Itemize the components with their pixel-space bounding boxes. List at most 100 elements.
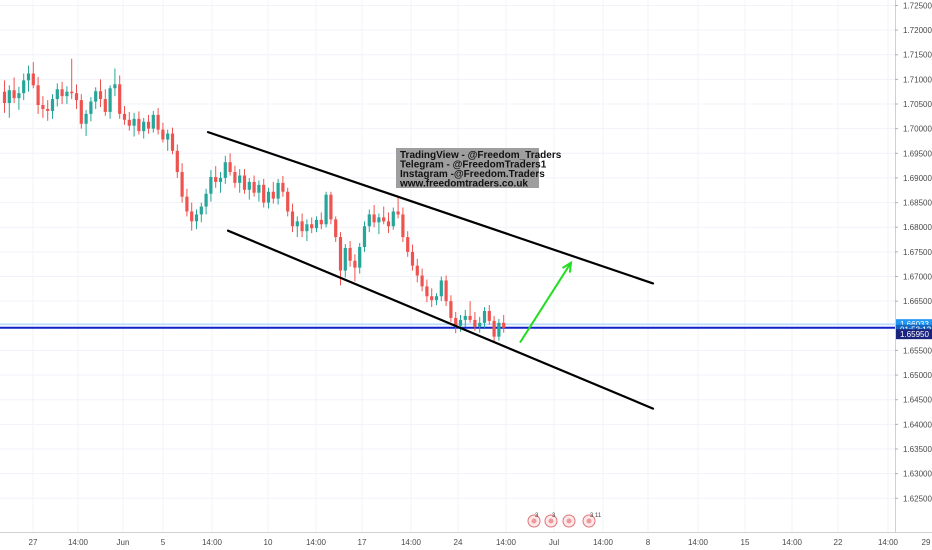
y-tick-label-12: 1.66500: [903, 297, 932, 306]
x-tick-label-17: 22: [834, 538, 843, 547]
candle-body-48: [233, 172, 237, 183]
candle-body-86: [415, 265, 419, 276]
candle-body-90: [434, 296, 439, 301]
y-tick-label-16: 1.64500: [903, 396, 932, 405]
candle-body-57: [276, 182, 280, 199]
candle-body-23: [113, 84, 117, 89]
event-marker-dot-3: [586, 518, 592, 524]
candle-body-101: [487, 311, 491, 321]
x-tick-label-19: 29: [922, 538, 931, 547]
candle-body-35: [170, 133, 175, 151]
x-tick-label-5: 10: [264, 538, 273, 547]
candle-body-15: [74, 93, 79, 101]
candle-body-103: [497, 322, 501, 337]
forecast-arrow-shaft: [519, 262, 572, 344]
event-marker-dot-1: [548, 518, 554, 524]
candle-body-39: [190, 211, 194, 222]
candle-body-16: [79, 100, 83, 124]
candle-body-0: [2, 91, 7, 104]
x-tick-label-6: 14:00: [306, 538, 327, 547]
y-tick-label-4: 1.70500: [903, 100, 932, 109]
candle-body-79: [382, 217, 386, 222]
price-axis[interactable]: 1.72500 1.72000 1.71500 1.71000 1.70500 1.700…: [895, 1, 932, 503]
candle-body-7: [36, 85, 40, 106]
y-tick-label-5: 1.70000: [903, 125, 932, 134]
candle-body-94: [454, 317, 458, 326]
x-tick-label-16: 14:00: [782, 538, 803, 547]
candle-body-40: [194, 214, 199, 222]
candle-body-17: [84, 113, 88, 124]
watermark-line-3: www.freedomtraders.co.uk: [399, 179, 528, 190]
x-tick-label-12: 14:00: [593, 538, 614, 547]
event-marker-label-0: 3: [535, 513, 539, 519]
channel-lower-line: [226, 229, 655, 410]
x-tick-label-8: 14:00: [401, 538, 422, 547]
x-tick-label-4: 14:00: [202, 538, 223, 547]
x-tick-label-2: Jun: [117, 538, 130, 547]
watermark-line-0: TradingView - @Freedom_Traders: [400, 150, 562, 161]
watermark-line-1: Telegram - @FreedomTraders1: [400, 160, 547, 171]
candle-body-64: [310, 224, 314, 229]
candle-body-93: [449, 301, 453, 318]
x-tick-label-13: 8: [646, 538, 651, 547]
x-tick-label-14: 14:00: [688, 538, 709, 547]
candle-body-62: [300, 221, 304, 232]
time-axis[interactable]: 27 14:00 Jun 5 14:00 10 14:00 17 14:00 24 14:00 Jul…: [29, 538, 931, 547]
channel-upper-line: [206, 131, 655, 285]
candle-body-9: [46, 108, 50, 111]
watermark-background: [396, 148, 539, 188]
candle-body-84: [406, 237, 410, 252]
candle-body-71: [343, 247, 347, 271]
price-tag-bg-0: [896, 319, 932, 330]
y-tick-label-20: 1.62500: [903, 494, 932, 503]
candle-body-104: [502, 322, 506, 328]
candle-body-45: [218, 177, 223, 182]
y-tick-label-7: 1.69000: [903, 174, 932, 183]
price-tags: 1.6603301:53:121.65950: [896, 319, 932, 340]
candle-body-68: [329, 194, 333, 220]
x-tick-label-3: 5: [161, 538, 166, 547]
candle-body-1: [7, 90, 11, 104]
candle-body-28: [137, 118, 141, 132]
candle-body-32: [156, 114, 160, 130]
price-tag-bg-2: [896, 329, 932, 340]
y-tick-label-6: 1.69500: [903, 149, 932, 158]
candle-body-34: [166, 133, 170, 140]
forecast-arrow: [519, 260, 573, 344]
x-tick-label-18: 14:00: [878, 538, 899, 547]
candle-body-61: [295, 221, 299, 227]
candle-body-37: [180, 172, 184, 197]
candlestick-series: [2, 58, 506, 343]
candle-body-42: [204, 193, 208, 207]
candle-body-95: [458, 319, 463, 326]
candle-body-97: [468, 315, 472, 320]
candle-body-51: [247, 181, 251, 190]
y-tick-label-2: 1.71500: [903, 51, 932, 60]
candle-body-80: [386, 221, 391, 227]
candle-body-100: [482, 311, 487, 323]
candle-body-98: [473, 319, 477, 327]
candle-body-33: [161, 129, 165, 140]
candle-body-69: [334, 219, 338, 238]
candle-body-58: [281, 182, 285, 192]
candle-body-66: [319, 219, 323, 225]
candle-body-55: [266, 191, 271, 203]
y-tick-label-15: 1.65000: [903, 371, 932, 380]
event-marker-dot-2: [566, 518, 572, 524]
x-tick-label-9: 24: [454, 538, 463, 547]
candle-body-14: [70, 91, 74, 94]
candle-body-91: [439, 280, 443, 297]
x-tick-label-7: 17: [358, 538, 367, 547]
candle-body-25: [122, 113, 127, 120]
candle-body-52: [252, 181, 256, 193]
candle-body-6: [31, 73, 35, 86]
candle-body-96: [463, 315, 467, 320]
price-tag-label-0: 1.66033: [900, 320, 929, 329]
candle-body-60: [290, 211, 295, 227]
candle-body-72: [348, 247, 352, 261]
candle-body-30: [146, 121, 151, 129]
candle-body-76: [367, 214, 371, 227]
